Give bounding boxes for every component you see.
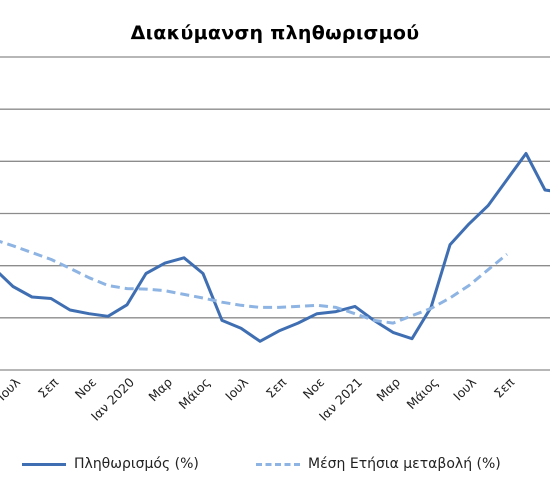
legend-dashed-line-swatch (256, 462, 300, 466)
legend-item-average: Μέση Ετήσια μεταβολή (%) (256, 456, 501, 472)
x-tick-label: Ιουλ (222, 374, 251, 403)
x-tick-label: Σεπ (35, 374, 62, 401)
x-tick-label: Σεπ (263, 374, 290, 401)
chart-title: Διακύμανση πληθωρισμού (130, 22, 420, 44)
series-line-inflation (0, 152, 550, 343)
x-tick-label: Νοε (300, 375, 327, 402)
x-tick-label: Μαρ (145, 374, 175, 404)
gridlines (0, 56, 550, 371)
x-tick-label: Νοε (72, 375, 99, 402)
legend-label-average: Μέση Ετήσια μεταβολή (%) (308, 456, 501, 472)
legend-solid-line-swatch (22, 462, 66, 466)
x-tick-label: Μαρ (373, 374, 403, 404)
x-tick-label: Μάιος (175, 375, 213, 413)
x-tick-label: Ιουλ (0, 374, 24, 403)
legend: Πληθωρισμός (%) Μέση Ετήσια μεταβολή (%) (0, 456, 550, 478)
x-tick-label: Σεπ (491, 374, 518, 401)
x-tick-label: Μάιος (403, 375, 441, 413)
x-tick-label: Ιουλ (450, 374, 479, 403)
legend-item-inflation: Πληθωρισμός (%) (22, 456, 199, 472)
legend-label-inflation: Πληθωρισμός (%) (74, 456, 199, 472)
series-lines (0, 152, 550, 343)
series-line-average (0, 239, 508, 325)
